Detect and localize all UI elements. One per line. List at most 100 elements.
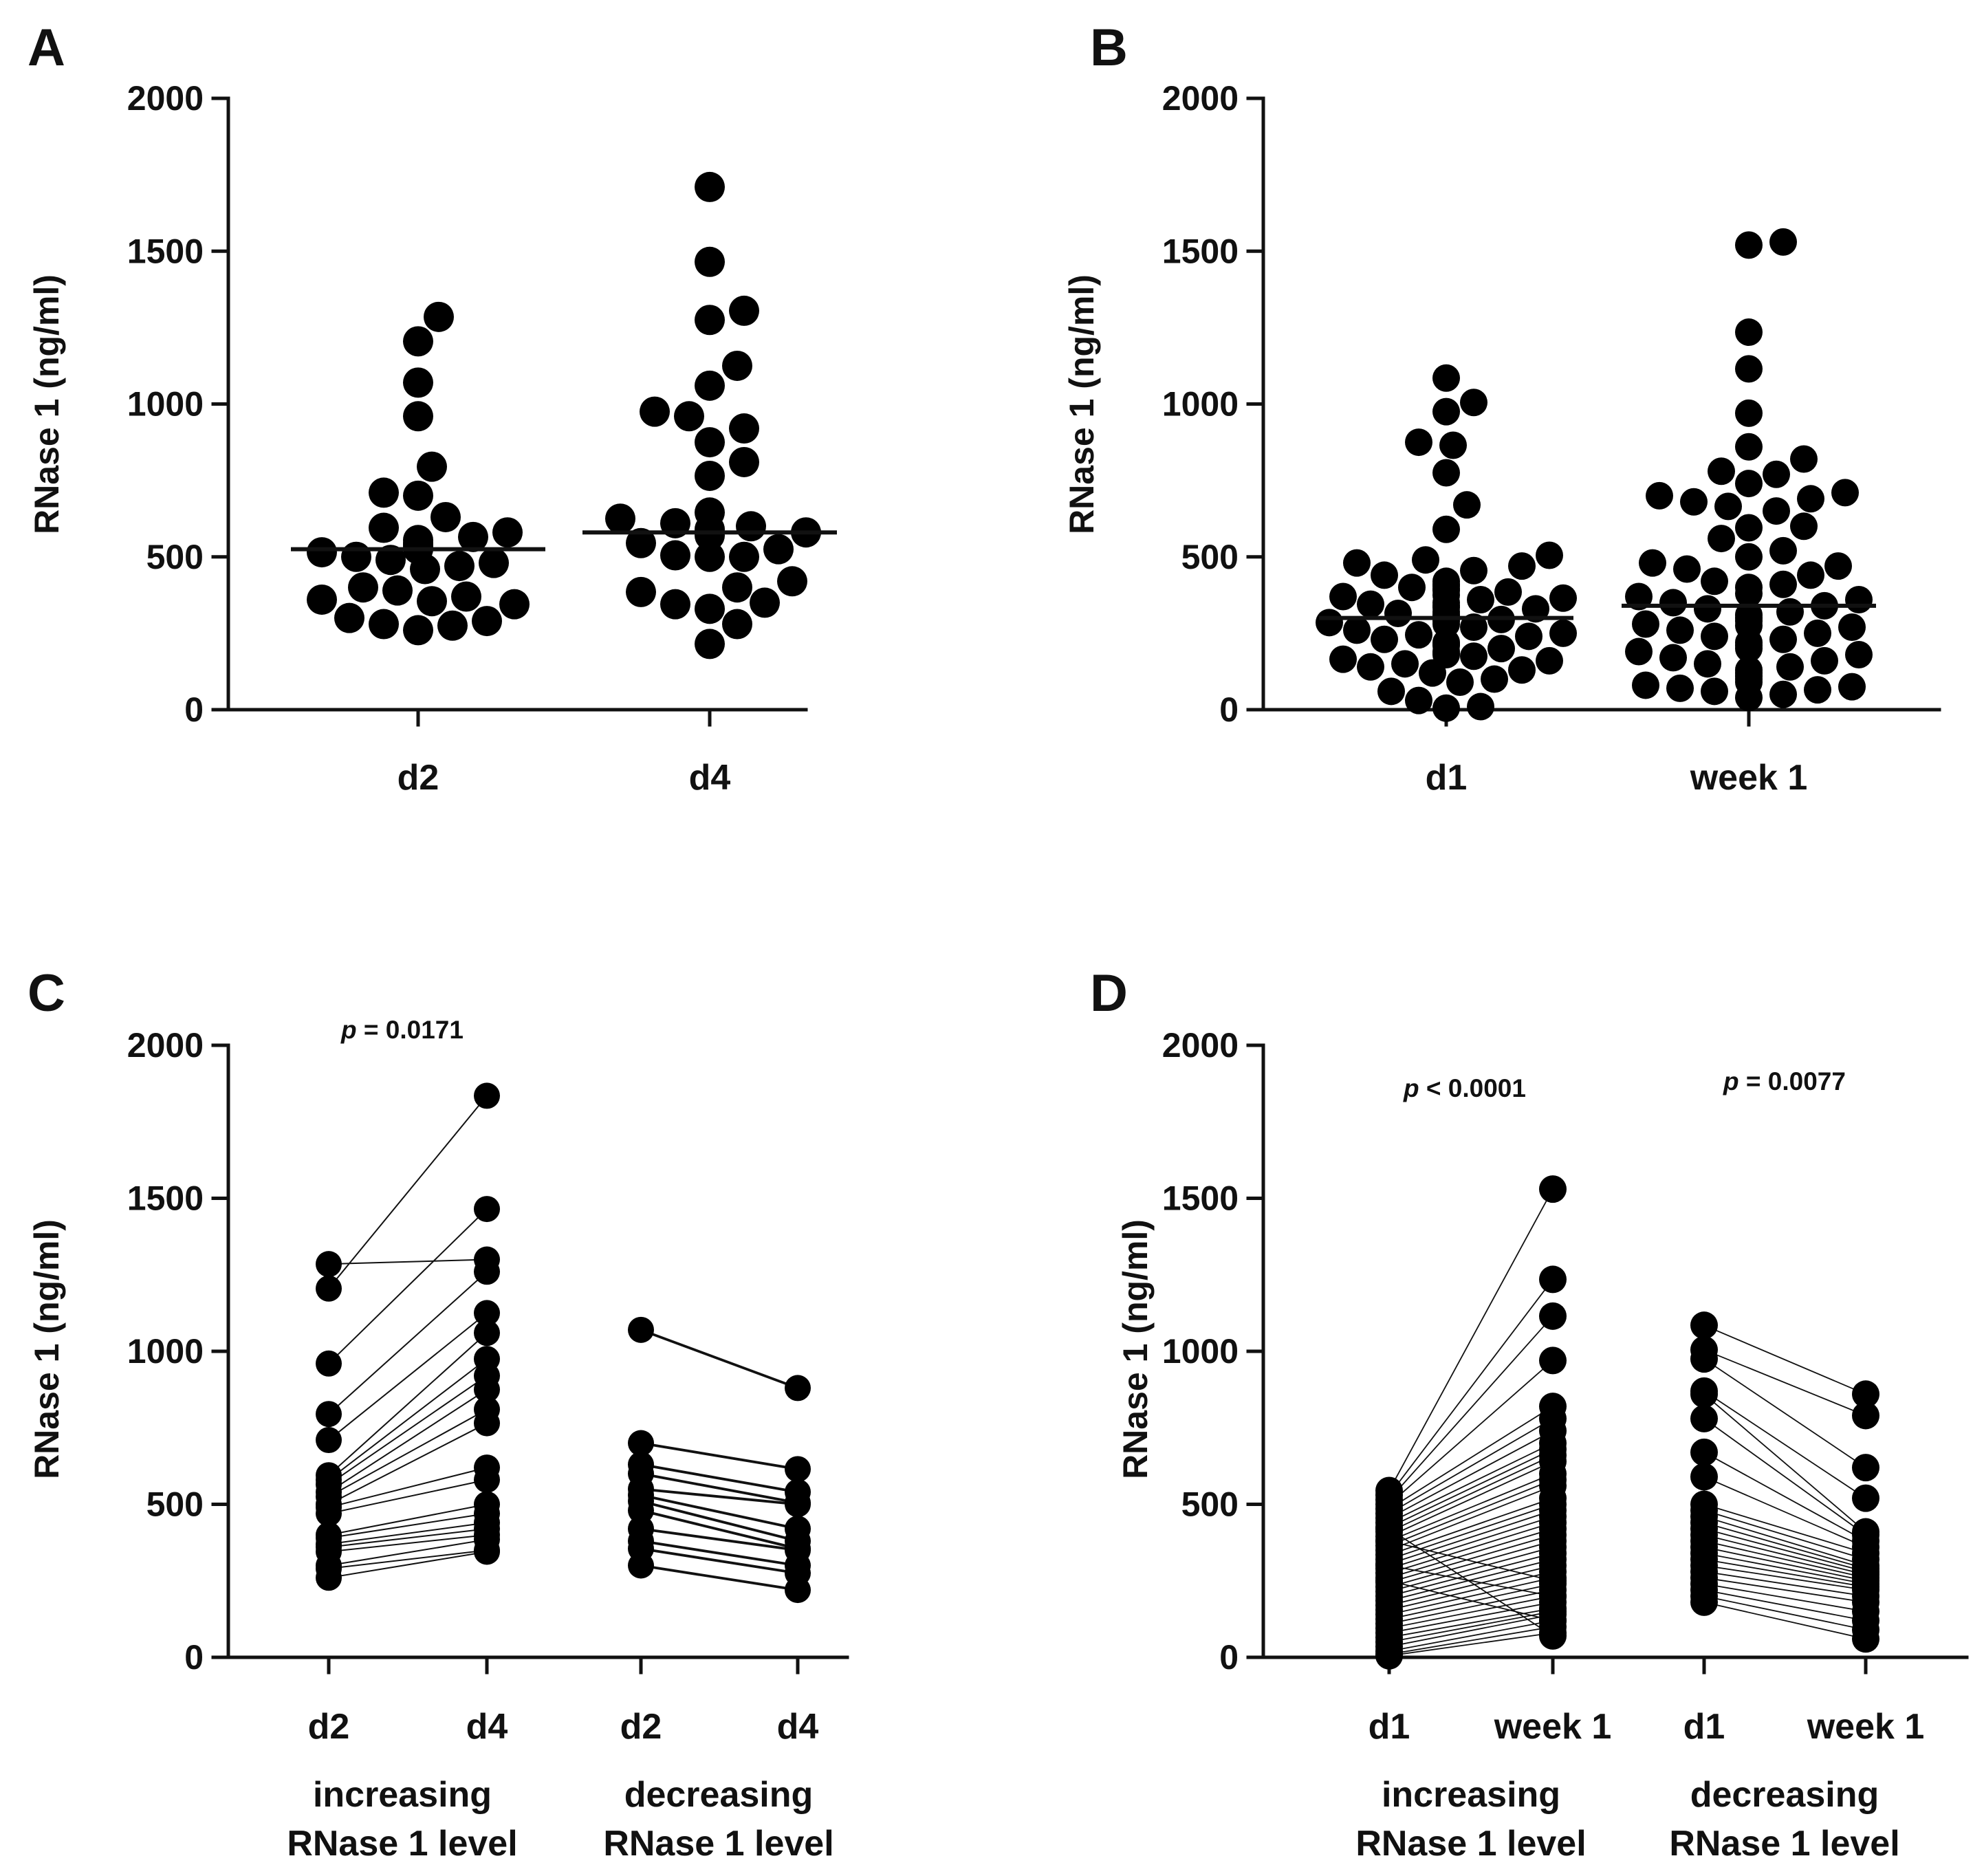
data-point — [1701, 567, 1728, 596]
y-tick-label: 2000 — [127, 79, 204, 118]
data-point — [1852, 1625, 1879, 1653]
pair-line — [1388, 1571, 1554, 1611]
pair-line — [640, 1463, 798, 1494]
data-point — [1412, 546, 1439, 574]
data-point — [1539, 1582, 1567, 1610]
pair-line — [1703, 1552, 1866, 1585]
data-point — [1453, 491, 1481, 519]
data-point — [1811, 646, 1838, 675]
pair-line — [328, 1388, 488, 1493]
data-point — [695, 370, 725, 401]
data-point — [1357, 653, 1384, 681]
y-tick-label: 0 — [184, 1638, 204, 1677]
pair-line — [1703, 1577, 1866, 1603]
pair-line — [1388, 1577, 1554, 1615]
data-point — [785, 1491, 811, 1518]
data-point — [695, 171, 725, 202]
data-point — [1790, 445, 1818, 473]
data-point — [1690, 1463, 1718, 1491]
p-value-text: = 0.0077 — [1739, 1067, 1846, 1095]
group-label-line1: increasing — [1382, 1775, 1560, 1815]
data-point — [474, 1258, 500, 1285]
data-point — [1625, 637, 1653, 666]
pair-line — [1703, 1589, 1866, 1622]
data-point — [1377, 677, 1405, 706]
p-value-text: = 0.0171 — [357, 1016, 464, 1044]
data-point — [316, 1564, 342, 1591]
pair-line — [640, 1487, 798, 1506]
pair-line — [1388, 1528, 1554, 1579]
y-axis-label: RNase 1 (ng/ml) — [1116, 1219, 1155, 1479]
data-point — [1763, 497, 1790, 525]
data-point — [1708, 525, 1735, 553]
pair-line — [328, 1512, 488, 1539]
pair-line — [1388, 1632, 1554, 1657]
data-point — [1690, 1311, 1718, 1340]
data-point — [1838, 673, 1866, 701]
pair-line — [328, 1534, 488, 1553]
data-point — [1549, 619, 1577, 647]
pair-line — [1388, 1611, 1554, 1643]
data-point — [474, 1320, 500, 1346]
data-point — [1439, 431, 1467, 459]
data-point — [307, 537, 337, 568]
data-point — [458, 521, 488, 552]
data-point — [417, 451, 447, 482]
pair-line — [640, 1527, 798, 1552]
data-point — [722, 609, 752, 640]
panel-b-chart: B 0 500 1000 1500 2000 d1 week 1 RNase 1 (ng/ml) — [1062, 19, 1941, 798]
data-point — [1375, 1567, 1403, 1595]
data-point — [341, 541, 371, 572]
data-point — [1539, 1302, 1567, 1330]
data-point — [1769, 680, 1797, 708]
data-point — [1690, 1380, 1718, 1408]
data-point — [1432, 694, 1460, 722]
data-point — [1515, 622, 1542, 651]
pair-line — [1388, 1278, 1554, 1496]
x-category-label: week 1 — [1690, 758, 1808, 798]
pair-line — [328, 1479, 488, 1514]
data-point — [403, 615, 433, 646]
pair-line — [1388, 1613, 1554, 1648]
pair-line — [328, 1422, 488, 1505]
data-point — [316, 1401, 342, 1428]
y-tick-label: 0 — [184, 690, 204, 729]
p-value-annotation: p = 0.0077 — [1723, 1067, 1846, 1095]
pair-line — [640, 1472, 798, 1505]
pair-line — [640, 1494, 798, 1530]
pair-line — [1388, 1430, 1554, 1519]
p-value-annotation: p < 0.0001 — [1403, 1074, 1526, 1102]
y-tick-label: 500 — [146, 1485, 204, 1524]
data-point — [1790, 512, 1818, 541]
pair-line — [328, 1538, 488, 1567]
data-point — [1735, 514, 1763, 542]
data-point — [1460, 642, 1487, 670]
data-point — [1735, 580, 1763, 608]
pair-line — [1388, 1619, 1554, 1652]
data-point — [1375, 1527, 1403, 1555]
data-point — [1539, 1606, 1567, 1635]
data-point — [474, 1466, 500, 1493]
x-category-label: d4 — [689, 758, 731, 798]
data-point — [1694, 650, 1721, 678]
data-point — [316, 1350, 342, 1377]
data-point — [785, 1375, 811, 1401]
y-tick-label: 1000 — [127, 385, 204, 424]
pair-line — [640, 1329, 798, 1390]
pair-line — [1703, 1540, 1866, 1579]
pair-line — [1388, 1503, 1554, 1560]
pair-line — [1388, 1534, 1554, 1583]
panel-letter: D — [1090, 964, 1128, 1023]
pair-line — [328, 1095, 488, 1289]
pair-line — [1388, 1528, 1554, 1637]
pair-line — [1388, 1479, 1554, 1547]
data-point — [695, 629, 725, 659]
data-point — [472, 606, 502, 637]
group-label-line2: RNase 1 level — [603, 1824, 833, 1864]
data-point — [695, 520, 725, 551]
pair-line — [1388, 1602, 1554, 1634]
y-tick-label: 1000 — [127, 1332, 204, 1371]
p-value-annotation: p = 0.0171 — [340, 1016, 464, 1044]
data-point — [1824, 552, 1852, 580]
